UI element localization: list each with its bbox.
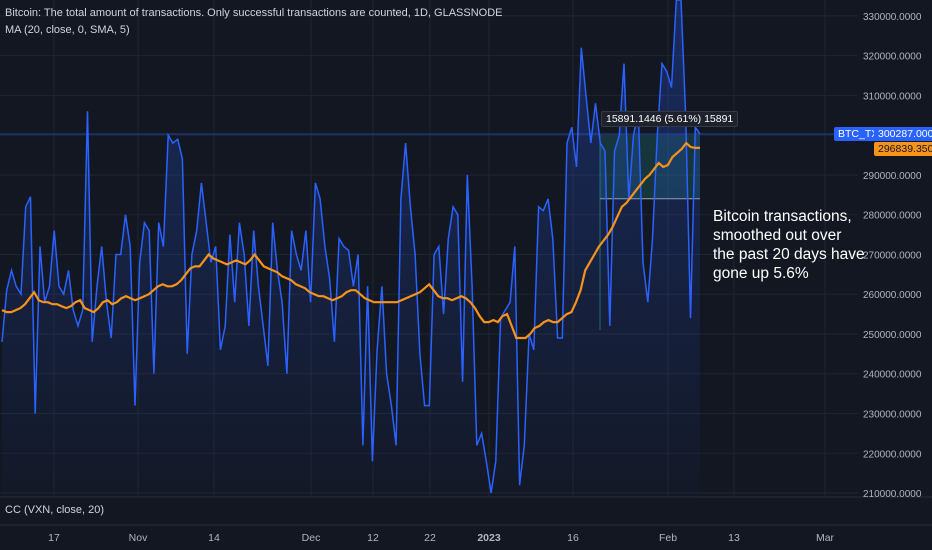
measure-label: 15891.1446 (5.61%) 15891 [601, 111, 739, 127]
y-tick-label: 210000.0000 [863, 489, 922, 500]
annotation-line: the past 20 days have [713, 246, 865, 263]
x-axis[interactable]: 17 Nov 14 Dec 12 22 2023 16 Feb 13 Mar [0, 524, 932, 544]
x-tick-label: Feb [659, 532, 677, 544]
x-tick-label: 13 [728, 532, 740, 544]
y-tick-label: 240000.0000 [863, 370, 922, 381]
y-tick-label: 320000.0000 [863, 52, 922, 63]
x-tick-label: 22 [424, 532, 436, 544]
ma-value-tag: 296839.3500 [874, 142, 932, 156]
series-layer [0, 0, 858, 497]
x-tick-label: Dec [302, 532, 321, 544]
x-tick-label: 12 [367, 532, 379, 544]
annotation-line: Bitcoin transactions, [713, 208, 852, 225]
x-tick-label: Mar [816, 532, 835, 544]
x-tick-label: 14 [208, 532, 220, 544]
y-tick-label: 250000.0000 [863, 330, 922, 341]
annotation-text: Bitcoin transactions, smoothed out over … [713, 207, 913, 283]
annotation-line: smoothed out over [713, 227, 842, 244]
x-tick-label: Nov [129, 532, 148, 544]
y-tick-label: 220000.0000 [863, 449, 922, 460]
x-tick-label: 2023 [477, 532, 501, 544]
y-tick-label: 260000.0000 [863, 290, 922, 301]
x-tick-label: 16 [567, 532, 579, 544]
ma-legend[interactable]: MA (20, close, 0, SMA, 5) [5, 24, 130, 36]
x-tick-label: 17 [48, 532, 60, 544]
series-line-ma [1, 141, 701, 340]
y-tick-label: 290000.0000 [863, 171, 922, 182]
annotation-line: gone up 5.6% [713, 265, 809, 282]
y-tick-label: 230000.0000 [863, 410, 922, 421]
chart-title: Bitcoin: The total amount of transaction… [5, 7, 503, 19]
y-tick-label: 330000.0000 [863, 12, 922, 23]
y-tick-label: 310000.0000 [863, 91, 922, 102]
series-area [2, 0, 700, 497]
series-line-btc-txs [1, 0, 701, 494]
y-tick-label: 280000.0000 [863, 211, 922, 222]
last-value-tag: 300287.0000 [874, 127, 932, 141]
y-tick-label: 270000.0000 [863, 250, 922, 261]
lower-pane-legend[interactable]: CC (VXN, close, 20) [5, 504, 105, 516]
